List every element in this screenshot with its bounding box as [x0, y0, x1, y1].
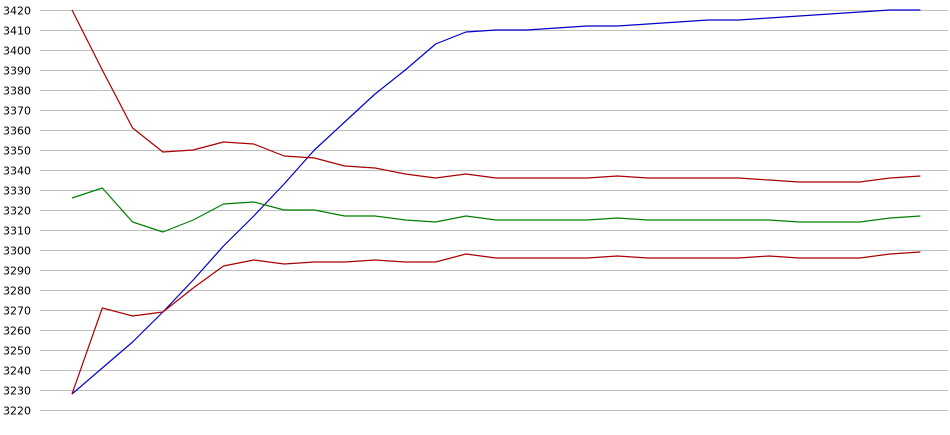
- y-tick-label: 3240: [3, 365, 31, 378]
- y-tick-label: 3360: [3, 125, 31, 138]
- y-tick-label: 3310: [3, 225, 31, 238]
- y-tick-label: 3230: [3, 385, 31, 398]
- y-tick-label: 3250: [3, 345, 31, 358]
- y-tick-label: 3420: [3, 5, 31, 18]
- series-line-4: [71, 251, 921, 395]
- y-tick-label: 3390: [3, 65, 31, 78]
- y-tick-label: 3300: [3, 245, 31, 258]
- y-tick-label: 3380: [3, 85, 31, 98]
- series-line-3: [71, 187, 921, 233]
- y-tick-label: 3370: [3, 105, 31, 118]
- y-tick-label: 3260: [3, 325, 31, 338]
- y-tick-label: 3330: [3, 185, 31, 198]
- y-tick-label: 3410: [3, 25, 31, 38]
- series-line-1: [71, 9, 921, 395]
- y-tick-label: 3340: [3, 165, 31, 178]
- y-tick-label: 3290: [3, 265, 31, 278]
- y-tick-label: 3270: [3, 305, 31, 318]
- series-line-2: [71, 9, 921, 183]
- y-tick-label: 3320: [3, 205, 31, 218]
- y-tick-label: 3220: [3, 405, 31, 418]
- y-tick-label: 3400: [3, 45, 31, 58]
- y-tick-label: 3280: [3, 285, 31, 298]
- y-tick-label: 3350: [3, 145, 31, 158]
